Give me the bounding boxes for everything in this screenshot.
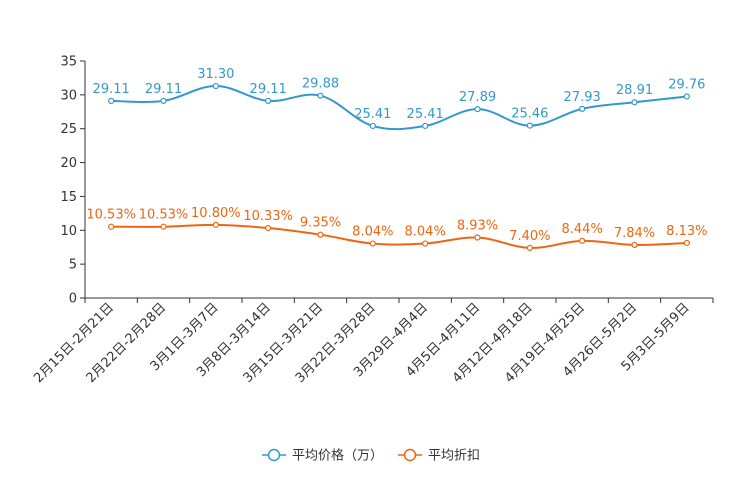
y-tick-label: 5 bbox=[69, 258, 77, 273]
data-point[interactable] bbox=[212, 82, 219, 90]
data-label: 7.40% bbox=[509, 229, 550, 244]
series-line bbox=[111, 85, 687, 131]
data-point[interactable] bbox=[108, 97, 115, 104]
data-label: 8.04% bbox=[405, 225, 446, 240]
series-avg-discount: 10.53% 10.53% 10.80% 10.33% 9.35%8.04% 8.04% 8… bbox=[86, 206, 707, 251]
data-point[interactable] bbox=[422, 240, 429, 247]
y-tick-label: 10 bbox=[60, 224, 77, 239]
data-point[interactable] bbox=[579, 237, 586, 244]
data-point[interactable] bbox=[212, 221, 219, 228]
legend-label: 平均价格（万） bbox=[292, 448, 383, 464]
data-label: 10.80% bbox=[191, 206, 241, 221]
y-tick-label: 25 bbox=[60, 122, 77, 137]
data-label: 31.30 bbox=[197, 67, 234, 82]
data-point[interactable] bbox=[369, 240, 376, 247]
data-label: 29.88 bbox=[302, 77, 339, 92]
data-label: 10.53% bbox=[86, 208, 136, 223]
series-avg-price: 29.11 29.11 31.30 29.11 29.88 25.41 25.41 27.89… bbox=[93, 67, 705, 131]
data-point[interactable] bbox=[526, 244, 533, 251]
data-point[interactable] bbox=[631, 99, 638, 106]
data-label: 25.41 bbox=[354, 107, 391, 122]
data-label: 27.89 bbox=[459, 90, 496, 105]
data-label: 29.11 bbox=[145, 82, 182, 97]
y-tick-label: 30 bbox=[60, 88, 77, 103]
y-tick-label: 15 bbox=[60, 190, 77, 205]
y-tick-label: 35 bbox=[60, 55, 77, 70]
data-point[interactable] bbox=[317, 231, 324, 238]
data-point[interactable] bbox=[265, 97, 272, 104]
data-point[interactable] bbox=[317, 92, 324, 99]
legend-marker-icon bbox=[403, 448, 417, 462]
y-tick-label: 20 bbox=[60, 156, 77, 171]
data-point[interactable] bbox=[160, 97, 167, 104]
data-label: 9.35% bbox=[300, 216, 341, 231]
data-label: 8.04% bbox=[352, 225, 393, 240]
legend-item-avg-price[interactable]: 平均价格（万） bbox=[262, 448, 383, 464]
legend-marker-icon bbox=[267, 448, 281, 462]
legend[interactable]: 平均价格（万） 平均折扣 bbox=[262, 448, 480, 464]
data-point[interactable] bbox=[108, 223, 115, 230]
data-label: 25.41 bbox=[407, 107, 444, 122]
data-point[interactable] bbox=[579, 105, 586, 112]
data-label: 29.76 bbox=[668, 77, 705, 92]
data-point[interactable] bbox=[526, 122, 533, 129]
data-point[interactable] bbox=[369, 122, 376, 130]
y-tick-label: 0 bbox=[69, 292, 77, 307]
data-label: 25.46 bbox=[511, 107, 548, 122]
data-label: 27.93 bbox=[564, 90, 601, 105]
data-label: 8.44% bbox=[562, 222, 603, 237]
data-point[interactable] bbox=[265, 224, 272, 232]
data-point[interactable] bbox=[422, 122, 429, 130]
series-layer: 29.11 29.11 31.30 29.11 29.88 25.41 25.41 27.89… bbox=[86, 67, 707, 251]
legend-item-avg-discount[interactable]: 平均折扣 bbox=[398, 449, 480, 464]
data-label: 28.91 bbox=[616, 83, 653, 98]
data-label: 8.93% bbox=[457, 219, 498, 234]
data-point[interactable] bbox=[683, 93, 690, 100]
data-label: 10.53% bbox=[139, 208, 189, 223]
data-label: 29.11 bbox=[250, 82, 287, 97]
data-point[interactable] bbox=[160, 223, 167, 230]
legend-label: 平均折扣 bbox=[428, 449, 480, 464]
series-line bbox=[111, 223, 687, 249]
data-label: 7.84% bbox=[614, 226, 655, 241]
data-point[interactable] bbox=[631, 241, 638, 249]
data-label: 10.33% bbox=[243, 209, 293, 224]
data-point[interactable] bbox=[683, 239, 690, 247]
data-point[interactable] bbox=[474, 106, 481, 113]
data-label: 29.11 bbox=[93, 82, 130, 97]
data-point[interactable] bbox=[474, 234, 481, 241]
data-label: 8.13% bbox=[666, 224, 707, 239]
